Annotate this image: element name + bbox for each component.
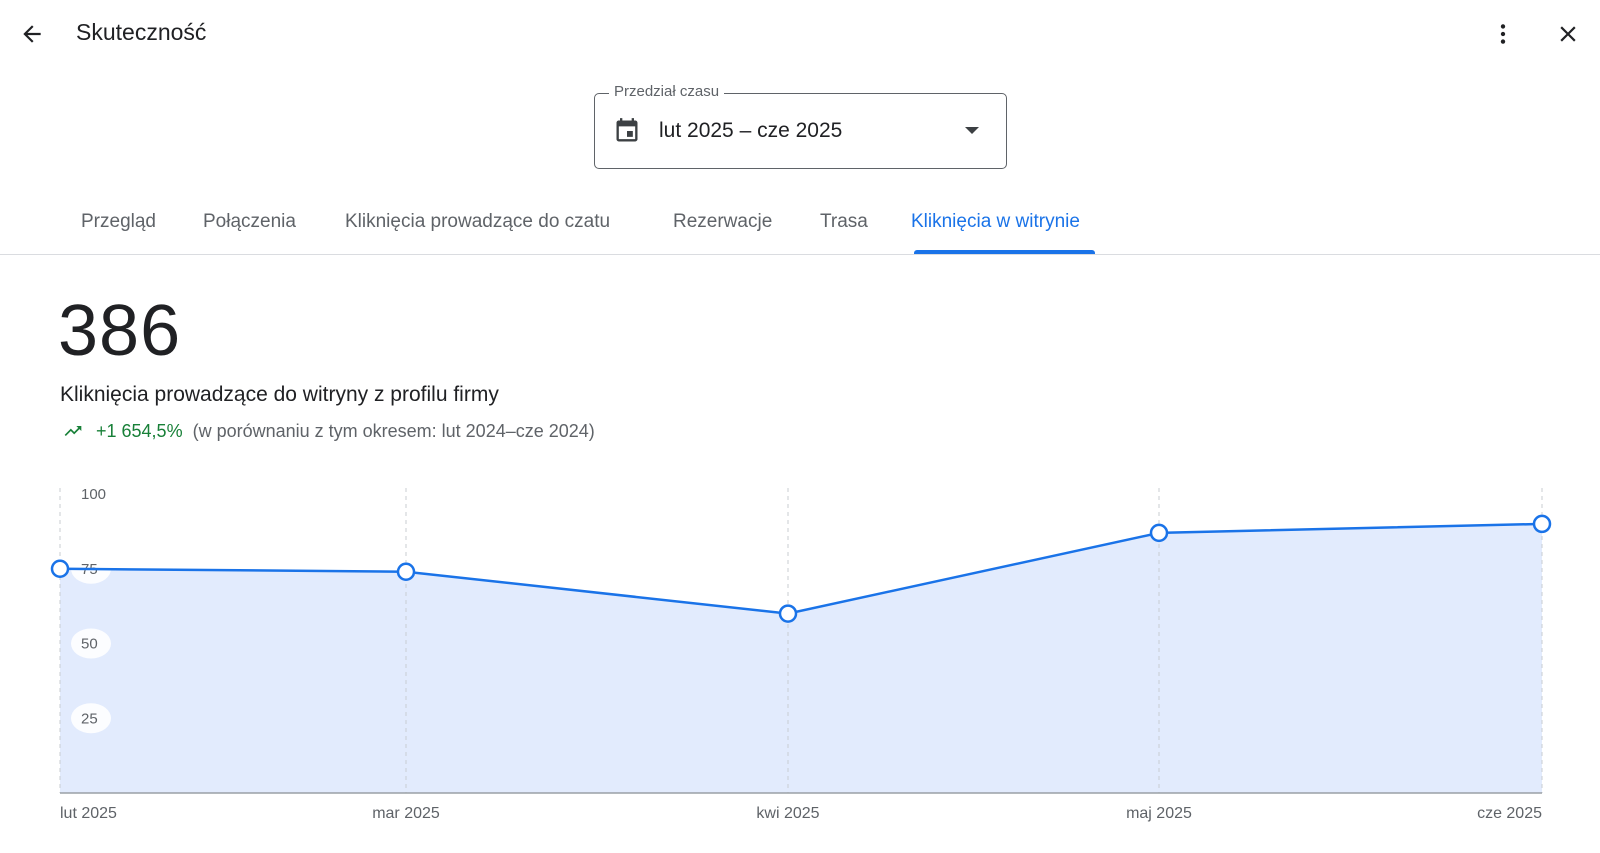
arrow-drop-down-icon bbox=[965, 127, 979, 134]
chart-data-point bbox=[1532, 514, 1552, 534]
x-tick-label: cze 2025 bbox=[1477, 805, 1542, 822]
tab-polaczenia[interactable]: Połączenia bbox=[203, 211, 296, 232]
calendar-icon bbox=[616, 118, 638, 142]
trend-row: +1 654,5% (w porównaniu z tym okresem: l… bbox=[60, 419, 595, 443]
y-tick-label: 50 bbox=[81, 636, 98, 653]
back-button[interactable] bbox=[10, 12, 54, 56]
tab-rezerwacje[interactable]: Rezerwacje bbox=[673, 211, 773, 232]
date-range-legend: Przedział czasu bbox=[609, 83, 725, 100]
date-range-value: lut 2025 – cze 2025 bbox=[659, 119, 843, 142]
chart-data-point bbox=[50, 559, 70, 578]
trend-comparison: (w porównaniu z tym okresem: lut 2024–cz… bbox=[192, 420, 595, 441]
metric-total: 386 bbox=[58, 291, 182, 371]
more-vert-icon bbox=[1500, 24, 1506, 44]
arrow-back-icon bbox=[23, 25, 41, 43]
tab-trasa[interactable]: Trasa bbox=[820, 211, 868, 232]
page-title: Skuteczność bbox=[76, 19, 207, 45]
date-range-select[interactable]: Przedział czasu lut 2025 – cze 2025 bbox=[594, 83, 1007, 169]
chart-area-fill bbox=[60, 523, 1542, 793]
x-tick-label: kwi 2025 bbox=[756, 805, 819, 822]
trending-up-icon bbox=[64, 426, 82, 436]
chart-data-point bbox=[778, 604, 798, 623]
tab-przeglad[interactable]: Przegląd bbox=[81, 211, 156, 232]
tab-bar: Przegląd Połączenia Kliknięcia prowadząc… bbox=[0, 198, 1600, 255]
y-tick-label-bg bbox=[71, 628, 111, 659]
top-app-bar: Skuteczność bbox=[0, 0, 1600, 68]
close-icon bbox=[1560, 26, 1576, 42]
metric-label: Kliknięcia prowadzące do witryny z profi… bbox=[60, 383, 499, 406]
tab-klikniecia-czat[interactable]: Kliknięcia prowadzące do czatu bbox=[345, 211, 611, 232]
x-tick-label: lut 2025 bbox=[60, 805, 117, 822]
more-options-button[interactable] bbox=[1481, 12, 1525, 56]
trend-change: +1 654,5% bbox=[96, 420, 183, 441]
y-tick-label-bg bbox=[71, 703, 111, 734]
y-tick-label: 25 bbox=[81, 710, 98, 727]
tab-klikniecia-witryna[interactable]: Kliknięcia w witrynie bbox=[911, 211, 1080, 232]
x-tick-label: maj 2025 bbox=[1126, 805, 1192, 822]
active-tab-indicator bbox=[914, 250, 1095, 254]
chart-data-point bbox=[1149, 523, 1169, 543]
close-button[interactable] bbox=[1546, 12, 1590, 56]
chart-data-point bbox=[396, 562, 416, 581]
y-tick-label: 100 bbox=[81, 486, 106, 503]
x-tick-label: mar 2025 bbox=[372, 805, 440, 822]
